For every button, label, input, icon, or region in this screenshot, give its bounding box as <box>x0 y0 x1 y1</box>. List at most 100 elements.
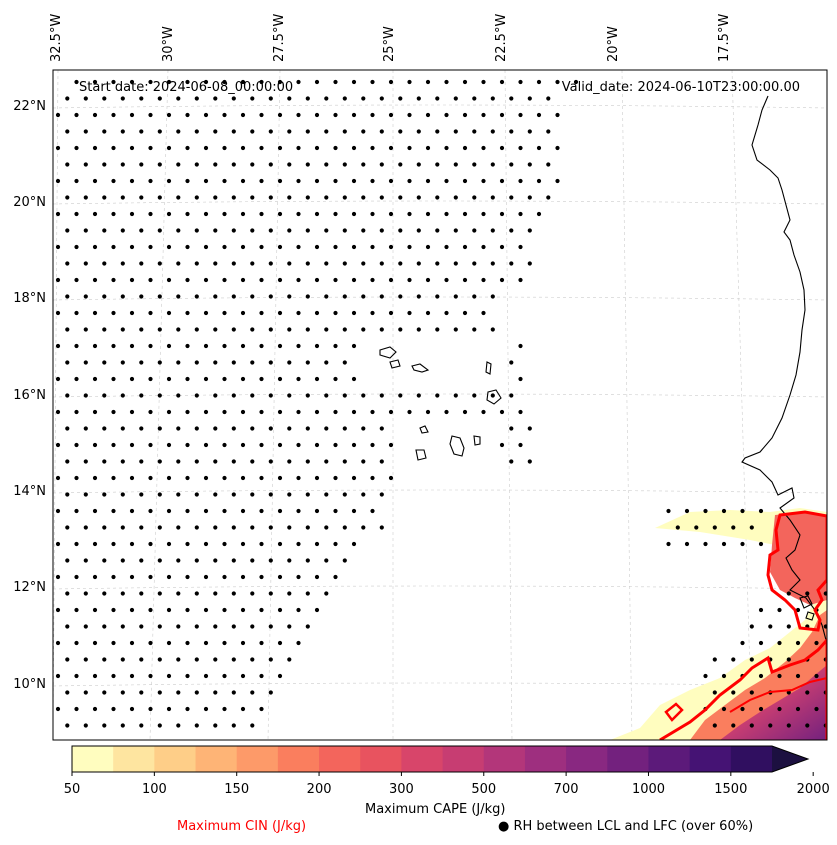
rh-dot <box>194 558 199 563</box>
rh-dot <box>786 690 791 695</box>
rh-dot <box>148 277 153 283</box>
rh-dot <box>435 228 440 233</box>
rh-dot <box>379 228 384 233</box>
rh-dot <box>268 96 273 101</box>
rh-dot <box>305 492 310 497</box>
rh-dot <box>398 129 403 134</box>
rh-dot <box>157 162 162 167</box>
rh-dot <box>185 607 190 613</box>
rh-dot <box>148 343 153 349</box>
rh-dot <box>250 393 255 398</box>
rh-dot <box>102 129 107 134</box>
rh-dot <box>527 261 532 266</box>
rh-dot <box>259 178 264 184</box>
rh-dot <box>388 442 394 448</box>
rh-dot <box>250 162 255 167</box>
rh-dot <box>296 277 301 283</box>
rh-dot <box>351 277 357 283</box>
rh-dot <box>222 343 227 349</box>
rh-dot <box>342 525 347 530</box>
rh-dot <box>305 195 310 200</box>
rh-dot <box>388 112 394 118</box>
rh-dot <box>777 706 782 712</box>
rh-dot <box>203 277 209 283</box>
rh-dot <box>250 360 255 365</box>
rh-dot <box>518 376 523 382</box>
rh-dot <box>120 294 125 299</box>
rh-dot <box>398 195 403 200</box>
rh-dot <box>287 96 292 101</box>
rh-dot <box>370 211 375 217</box>
rh-dot <box>222 607 227 613</box>
rh-dot <box>555 178 560 184</box>
rh-dot <box>435 129 440 134</box>
rh-dot <box>148 706 153 712</box>
rh-dot <box>83 459 88 464</box>
colorbar-segment <box>483 746 526 772</box>
parallel-line <box>53 489 827 494</box>
rh-dot <box>758 541 764 547</box>
rh-dot <box>102 690 107 695</box>
rh-dot <box>333 508 338 514</box>
rh-dot <box>379 129 384 134</box>
rh-dot <box>462 145 468 151</box>
rh-dot <box>287 360 292 365</box>
rh-dot <box>425 79 431 85</box>
rh-dot <box>129 508 135 514</box>
rh-dot <box>758 673 764 679</box>
rh-dot <box>74 277 79 283</box>
rh-dot <box>509 195 514 200</box>
rh-dot <box>203 640 209 646</box>
rh-dot <box>157 195 162 200</box>
rh-dot <box>203 79 209 85</box>
rh-dot <box>305 261 310 266</box>
rh-dot <box>342 360 347 365</box>
cape-high-area <box>720 665 827 740</box>
rh-dot <box>259 211 264 217</box>
island-boa-vista <box>486 389 502 405</box>
rh-dot <box>240 475 246 481</box>
rh-dot <box>398 228 403 233</box>
rh-dot <box>277 508 283 514</box>
rh-dot <box>240 79 246 85</box>
rh-dot <box>351 178 357 184</box>
rh-dot <box>370 508 375 514</box>
rh-dot <box>194 261 199 266</box>
rh-dot <box>268 459 273 464</box>
rh-dot <box>194 129 199 134</box>
rh-dot <box>731 657 736 662</box>
rh-dot <box>268 327 273 332</box>
rh-dot <box>472 261 477 266</box>
rh-dot <box>490 96 495 101</box>
rh-dot <box>351 409 357 415</box>
rh-dot <box>166 607 172 613</box>
rh-dot <box>185 211 190 217</box>
rh-dot <box>361 261 366 266</box>
rh-dot <box>111 541 116 547</box>
rh-dot <box>139 492 144 497</box>
rh-dot <box>823 591 827 596</box>
rh-dot <box>92 409 98 415</box>
rh-dot <box>250 96 255 101</box>
rh-dot <box>222 79 227 85</box>
rh-dot <box>185 244 190 250</box>
rh-dot <box>388 178 394 184</box>
rh-dot <box>222 376 227 382</box>
rh-dot <box>314 475 320 481</box>
rh-dot <box>203 409 209 415</box>
rh-dot <box>684 508 690 514</box>
rh-dot <box>213 426 218 431</box>
rh-dot <box>213 360 218 365</box>
rh-dot <box>518 277 523 283</box>
rh-dot <box>83 360 88 365</box>
colorbar-title: Maximum CAPE (J/kg) <box>365 802 506 817</box>
rh-dot <box>435 327 440 332</box>
meridian-line <box>504 70 513 740</box>
rh-dot <box>314 442 320 448</box>
rh-dot <box>407 145 412 151</box>
rh-dot <box>139 525 144 530</box>
rh-legend: ● RH between LCL and LFC (over 60%) <box>498 819 753 834</box>
rh-dot <box>259 79 264 85</box>
rh-dot <box>74 409 79 415</box>
rh-dot <box>55 277 61 283</box>
